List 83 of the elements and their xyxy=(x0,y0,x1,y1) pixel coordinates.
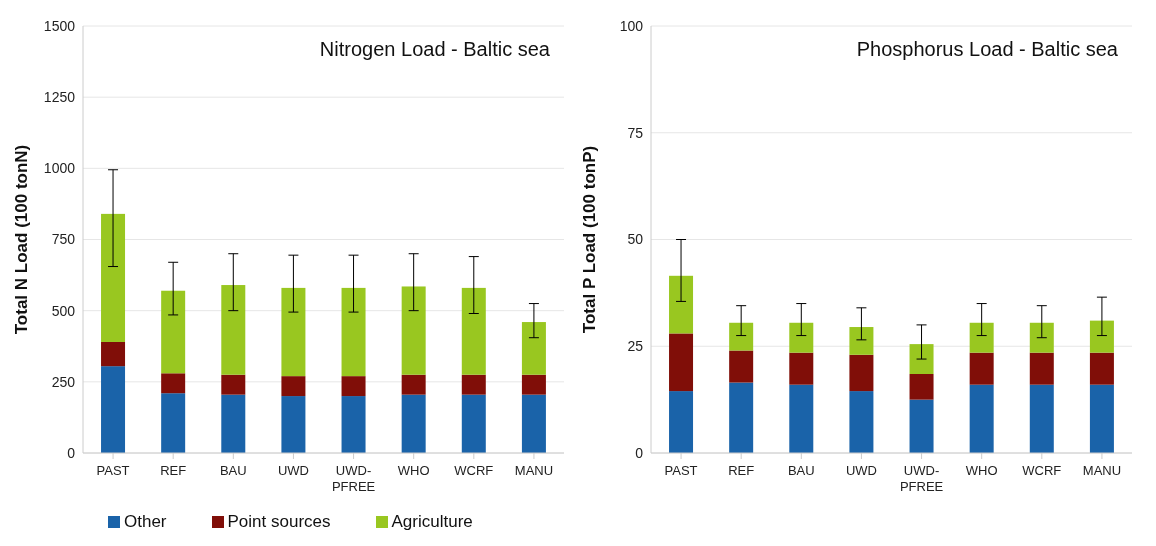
bar xyxy=(969,322,994,353)
bar xyxy=(909,399,934,453)
bar xyxy=(221,394,246,453)
bar xyxy=(909,344,934,375)
bar xyxy=(1029,384,1054,453)
y-tick-label: 1500 xyxy=(43,17,76,34)
bar xyxy=(849,391,874,453)
y-tick-label: 25 xyxy=(627,338,644,355)
bar xyxy=(221,285,246,375)
bar xyxy=(101,341,126,367)
bar xyxy=(281,376,306,397)
x-tick-label: PAST xyxy=(96,463,130,478)
bar xyxy=(401,374,426,395)
y-tick-label: 1250 xyxy=(43,89,76,106)
bar xyxy=(281,396,306,453)
bar xyxy=(461,374,486,395)
bar xyxy=(161,373,186,394)
bar xyxy=(969,352,994,385)
bar xyxy=(669,275,694,334)
x-tick-label: PAST xyxy=(664,463,698,478)
bar xyxy=(341,287,366,377)
x-tick-label: MANU xyxy=(514,463,554,478)
y-tick-label: 0 xyxy=(67,444,76,461)
bar xyxy=(1089,352,1114,385)
y-tick-label: 100 xyxy=(619,17,644,34)
bar xyxy=(341,376,366,397)
y-tick-label: 250 xyxy=(51,373,76,390)
bar xyxy=(729,382,754,453)
bar xyxy=(729,350,754,383)
bar xyxy=(161,393,186,453)
bar xyxy=(789,322,814,353)
y-axis-title: Total N Load (100 tonN) xyxy=(12,144,32,335)
bar xyxy=(669,391,694,453)
x-tick-label: MANU xyxy=(1082,463,1122,478)
bar xyxy=(521,394,546,453)
x-tick-label: UWD-PFREE xyxy=(331,463,376,494)
bar xyxy=(521,322,546,375)
bar xyxy=(221,374,246,395)
legend-label: Point sources xyxy=(227,512,331,532)
y-tick-label: 750 xyxy=(51,231,76,248)
y-tick-label: 500 xyxy=(51,302,76,319)
bar xyxy=(161,290,186,374)
bar xyxy=(849,354,874,392)
bar xyxy=(669,333,694,392)
x-tick-label: UWD xyxy=(845,463,877,478)
bar xyxy=(789,352,814,385)
y-tick-label: 75 xyxy=(627,124,644,141)
x-tick-label: UWD-PFREE xyxy=(899,463,944,494)
bar xyxy=(401,394,426,453)
x-tick-label: REF xyxy=(728,463,755,478)
bar xyxy=(1089,320,1114,353)
x-tick-label: BAU xyxy=(787,463,815,478)
x-tick-label: WHO xyxy=(397,463,430,478)
x-tick-label: BAU xyxy=(219,463,247,478)
bar xyxy=(101,366,126,453)
y-tick-label: 50 xyxy=(627,231,644,248)
bar xyxy=(1029,352,1054,385)
bar xyxy=(789,384,814,453)
legend-label: Agriculture xyxy=(391,512,473,532)
x-tick-label: WCRF xyxy=(454,463,494,478)
bar xyxy=(909,374,934,400)
x-tick-label: UWD xyxy=(277,463,309,478)
x-tick-label: WHO xyxy=(965,463,998,478)
bar xyxy=(849,327,874,355)
bar xyxy=(1089,384,1114,453)
y-tick-label: 1000 xyxy=(43,160,76,177)
bar xyxy=(101,213,126,342)
bar xyxy=(461,287,486,375)
bar xyxy=(461,394,486,453)
bar xyxy=(729,322,754,351)
bar xyxy=(521,374,546,395)
y-axis-title: Total P Load (100 tonP) xyxy=(580,145,600,334)
y-tick-label: 0 xyxy=(635,444,644,461)
bar xyxy=(1029,322,1054,353)
x-tick-label: REF xyxy=(160,463,187,478)
x-tick-label: WCRF xyxy=(1022,463,1062,478)
text: Nitrogen Load - Baltic sea xyxy=(319,38,551,60)
bar xyxy=(401,286,426,375)
legend-label: Other xyxy=(124,512,167,532)
bar xyxy=(341,396,366,453)
bar xyxy=(969,384,994,453)
text: Phosphorus Load - Baltic sea xyxy=(856,38,1119,60)
bar xyxy=(281,287,306,377)
